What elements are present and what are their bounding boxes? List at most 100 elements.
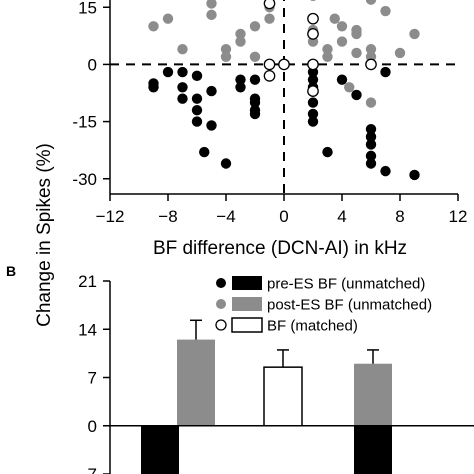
matched-point (263, 58, 276, 71)
post-point (220, 51, 232, 62)
pre-point (191, 93, 203, 104)
scatter-points (148, 0, 420, 181)
bar-y-tick-label: 14 (78, 320, 97, 339)
scatter-x-tick-label: 12 (449, 207, 468, 226)
post-point (322, 43, 333, 55)
scatter-x-tick-label: 8 (395, 207, 404, 226)
pre-point (206, 85, 217, 97)
legend: pre-ES BF (unmatched) post-ES BF (unmatch… (215, 276, 432, 335)
pre-legend-label: pre-ES BF (unmatched) (267, 276, 425, 293)
post-point (365, 43, 377, 55)
pre-point (322, 146, 333, 158)
pre-point (307, 116, 319, 127)
post-point (235, 28, 246, 40)
post-point (336, 36, 348, 47)
pre-point (365, 124, 377, 135)
pre-point (177, 93, 188, 104)
pre-point (365, 131, 377, 143)
pre-point (220, 158, 232, 169)
pre-legend-swatch (232, 276, 262, 290)
pre-point (351, 89, 362, 101)
post-point (249, 51, 261, 62)
scatter-y-tick-label: 15 (78, 0, 97, 17)
pre-legend-marker (216, 278, 226, 288)
matched-legend-swatch (231, 317, 263, 333)
post-point (206, 0, 217, 9)
bar-y-tick-label: 21 (78, 272, 97, 291)
matched-legend-marker (215, 319, 227, 331)
pre-point (249, 108, 261, 120)
scatter-x-tick-label: −8 (158, 207, 177, 226)
post-point (344, 82, 355, 93)
post-point (264, 13, 275, 24)
post-point (409, 28, 420, 40)
pre-point (409, 169, 420, 181)
pre-point (199, 146, 210, 158)
post-point (148, 21, 159, 32)
post-point (351, 47, 362, 59)
pre-point (380, 165, 391, 177)
scatter-x-tick-label: −4 (216, 207, 235, 226)
pre-point (249, 97, 261, 108)
pre-point (206, 120, 217, 131)
matched-point (263, 69, 276, 82)
panel-b-bar-chart: -7 0 7 14 21 pre-ES BF (unmatched) post-ES BF… (78, 272, 474, 474)
pre-point (307, 108, 319, 120)
pre-point (191, 104, 203, 116)
reference-lines (110, 0, 458, 194)
pre-bar (354, 425, 392, 474)
pre-point (177, 82, 188, 93)
pre-point (191, 116, 203, 127)
bar-y-tick-label: 0 (88, 417, 97, 436)
matched-point (307, 85, 319, 97)
pre-point (365, 150, 377, 162)
pre-point (148, 82, 159, 93)
post-legend-marker (216, 299, 226, 309)
pre-point (235, 74, 246, 85)
post-point (162, 13, 174, 24)
scatter-axes: -30 -15 0 15 −12 −8 −4 0 4 8 12 (72, 0, 467, 226)
post-point (329, 13, 340, 24)
matched-point (307, 58, 319, 71)
scatter-x-axis-label: BF difference (DCN-AI) in kHz (153, 238, 407, 259)
matched-bar (263, 366, 303, 427)
post-point (322, 51, 333, 62)
matched-point (307, 12, 319, 25)
matched-point (278, 58, 290, 71)
y-axis-label: Change in Spikes (%) (34, 143, 55, 327)
post-point (365, 97, 377, 108)
post-point (177, 43, 188, 55)
scatter-x-tick-label: 4 (337, 207, 346, 226)
pre-bar (141, 425, 179, 474)
post-point (309, 0, 317, 2)
bar-y-tick-label: -7 (82, 465, 97, 474)
pre-point (162, 66, 174, 78)
post-point (206, 9, 217, 21)
panel-a-scatter: -30 -15 0 15 −12 −8 −4 0 4 8 12 BF difference (DCN… (72, 0, 467, 259)
pre-point (365, 158, 377, 169)
post-point (249, 21, 261, 32)
pre-point (235, 82, 246, 93)
matched-point (307, 28, 319, 40)
pre-point (177, 66, 188, 78)
post-point (336, 21, 348, 32)
post-point (365, 0, 377, 5)
scatter-x-tick-label: 0 (279, 207, 288, 226)
bars (141, 319, 392, 474)
scatter-y-tick-label: 0 (88, 55, 97, 74)
post-bar (354, 363, 392, 426)
pre-point (336, 74, 348, 85)
matched-legend-label: BF (matched) (267, 318, 358, 335)
post-point (235, 36, 246, 47)
post-bar (177, 339, 215, 426)
scatter-x-tick-label: −12 (96, 207, 125, 226)
post-legend-swatch (232, 297, 262, 311)
post-point (394, 47, 406, 59)
matched-point (365, 58, 377, 71)
pre-point (249, 74, 261, 85)
post-point (351, 28, 362, 40)
post-point (220, 43, 232, 55)
post-point (380, 5, 391, 17)
pre-point (365, 139, 377, 150)
